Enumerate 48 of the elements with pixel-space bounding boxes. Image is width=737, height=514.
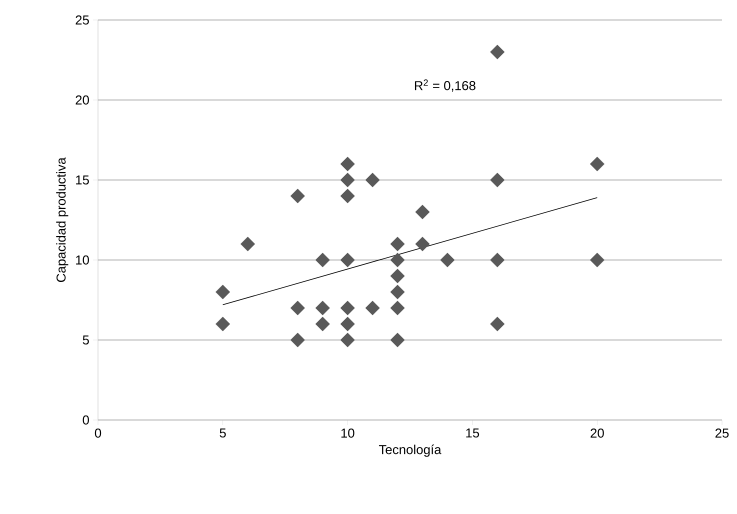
point (365, 300, 380, 316)
y-tick-label: 10 (76, 255, 89, 265)
point (340, 316, 355, 332)
point (340, 252, 355, 268)
point (390, 268, 405, 284)
x-tick-label: 15 (466, 428, 480, 438)
point (365, 172, 380, 188)
x-tick-label: 20 (590, 428, 604, 438)
point (390, 332, 405, 348)
point (390, 236, 405, 252)
annotation: R$^{2}$ = 0,168 (414, 79, 476, 92)
y-tick-label: 0 (82, 415, 89, 425)
x-tick-label: 0 (94, 428, 102, 438)
x-tick-label: 25 (715, 428, 729, 438)
point (340, 188, 355, 204)
point (490, 316, 505, 332)
point (216, 284, 230, 300)
y-axis-title: Capacidad productiva (56, 157, 68, 282)
point (216, 316, 230, 332)
point (340, 332, 355, 348)
point (315, 252, 330, 268)
x-axis-title: Tecnología (378, 444, 442, 457)
point (390, 300, 405, 316)
point (290, 332, 305, 348)
point (340, 172, 355, 188)
point (415, 236, 430, 252)
point (340, 300, 355, 316)
point (490, 44, 505, 60)
point (590, 156, 604, 172)
y-tick-label: 20 (76, 95, 89, 105)
point (490, 252, 505, 268)
y-tick-label: 15 (76, 175, 89, 185)
point (490, 172, 505, 188)
point (290, 300, 305, 316)
y-tick-label: 5 (82, 335, 89, 345)
point (440, 252, 455, 268)
x-tick-label: 5 (220, 428, 226, 438)
point (390, 284, 405, 300)
point (415, 204, 430, 220)
point (340, 156, 355, 172)
point (315, 316, 330, 332)
point (290, 188, 305, 204)
point (390, 252, 405, 268)
x-tick-label: 10 (341, 428, 354, 438)
y-tick-label: 25 (76, 15, 89, 25)
point (315, 300, 330, 316)
point (240, 236, 256, 252)
point (590, 252, 604, 268)
